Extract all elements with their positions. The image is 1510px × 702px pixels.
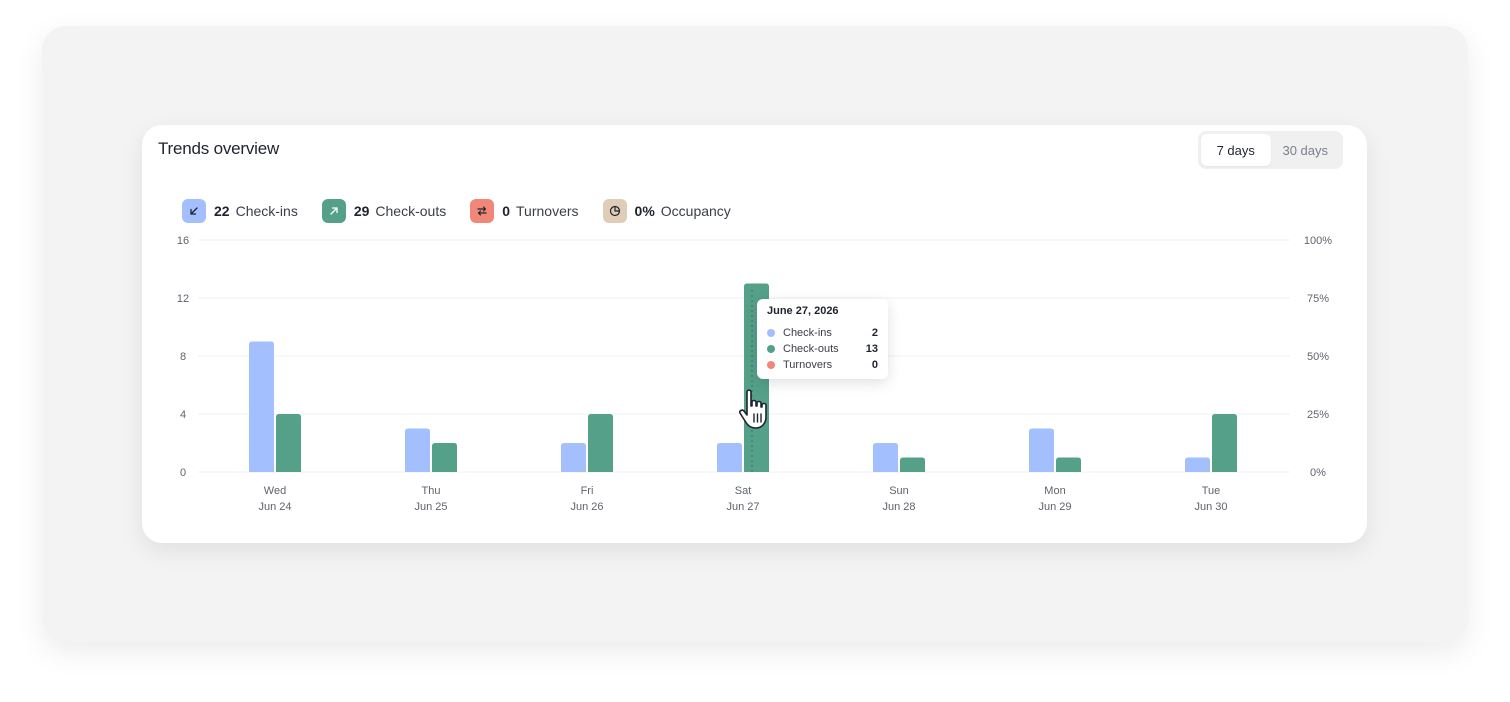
y-tick-label: 0 [180,467,186,479]
stats-row: 22 Check-ins 29 Check-outs 0 Turnovers 0… [182,199,755,223]
tooltip-row-check-ins: Check-ins 2 [767,325,878,341]
stat-check-ins: 22 Check-ins [182,199,298,223]
range-30-days-button[interactable]: 30 days [1282,142,1329,158]
bar-check-outs [1212,414,1237,472]
bar-check-ins [1029,428,1054,472]
y2-tick-label: 75% [1307,293,1329,305]
stat-value: 29 [353,203,370,219]
chart-tooltip: June 27, 2026 Check-ins 2 Check-outs 13 … [757,299,888,379]
tooltip-name: Check-ins [783,327,832,339]
bar-check-ins [561,443,586,472]
y2-tick-label: 100% [1304,235,1332,247]
x-tick-label-date: Jun 26 [570,501,603,513]
tooltip-row-check-outs: Check-outs 13 [767,341,878,357]
tooltip-value: 0 [871,359,878,371]
stat-value: 0% [634,203,655,219]
bar-check-outs [276,414,301,472]
stat-value: 0 [502,203,511,219]
range-7-days-button[interactable]: 7 days [1201,134,1271,166]
y2-tick-label: 25% [1307,409,1329,421]
range-toggle: 7 days 30 days [1198,131,1343,169]
stat-label: Check-outs [375,203,447,219]
x-tick-label-date: Jun 29 [1038,501,1071,513]
bar-check-ins [873,443,898,472]
check-ins-dot-icon [767,329,775,337]
tooltip-date: June 27, 2026 [767,305,839,317]
y2-tick-label: 0% [1310,467,1326,479]
swap-icon [470,199,495,223]
x-tick-label-date: Jun 28 [882,501,915,513]
bar-check-ins [717,443,742,472]
x-tick-label-day: Fri [581,485,594,497]
x-tick-label-date: Jun 27 [726,501,759,513]
stat-occupancy: 0% Occupancy [602,199,731,223]
stat-label: Check-ins [235,203,298,219]
x-tick-label-date: Jun 25 [414,501,447,513]
x-tick-label-day: Sat [735,485,752,497]
x-tick-label-date: Jun 24 [258,501,291,513]
stat-label: Occupancy [660,203,731,219]
stat-check-outs: 29 Check-outs [321,199,447,223]
x-tick-label-day: Wed [264,485,286,497]
bar-check-outs [900,457,925,472]
bar-check-ins [1185,457,1210,472]
x-tick-label-day: Mon [1044,485,1065,497]
stat-turnovers: 0 Turnovers [470,199,579,223]
tooltip-row-turnovers: Turnovers 0 [767,357,878,373]
y2-tick-label: 50% [1307,351,1329,363]
y-tick-label: 4 [180,409,186,421]
x-tick-label-day: Thu [422,485,441,497]
tooltip-name: Turnovers [783,359,833,371]
tooltip-value: 2 [871,327,878,339]
bar-check-ins [405,428,430,472]
bar-check-outs [588,414,613,472]
x-tick-label-date: Jun 30 [1194,501,1227,513]
turnovers-dot-icon [767,361,775,369]
arrow-down-left-icon [182,199,206,223]
tooltip-value: 13 [865,343,878,355]
bar-check-outs [1056,457,1081,472]
y-tick-label: 12 [177,293,189,305]
y-tick-label: 8 [180,351,186,363]
stat-value: 22 [214,203,230,219]
stat-label: Turnovers [516,203,579,219]
pie-icon [602,199,627,223]
x-tick-label-day: Sun [889,485,909,497]
arrow-up-right-icon [321,199,346,223]
hand-cursor-icon [738,388,778,439]
card-title: Trends overview [158,139,280,158]
tooltip-name: Check-outs [783,343,839,355]
x-tick-label-day: Tue [1202,485,1221,497]
y-tick-label: 16 [177,235,189,247]
bar-check-outs [432,443,457,472]
bar-check-ins [249,341,274,472]
check-outs-dot-icon [767,345,775,353]
